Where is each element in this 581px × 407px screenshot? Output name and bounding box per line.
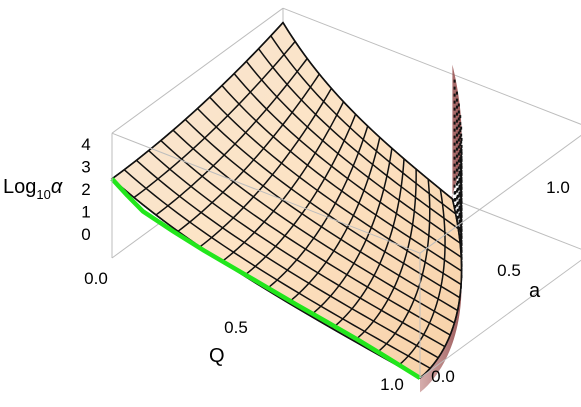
x-tick-label: 0.0 bbox=[84, 269, 108, 288]
x-axis-ticks: 0.0 0.5 1.0 bbox=[84, 269, 404, 394]
z-axis-ticks: 0 1 2 3 4 bbox=[81, 135, 90, 244]
highlight-line bbox=[110, 177, 422, 380]
box-edge bbox=[419, 259, 581, 379]
box-edge bbox=[111, 7, 284, 134]
surface-gridline-q bbox=[221, 101, 345, 263]
surface-gridline-q bbox=[133, 40, 296, 199]
box-edge bbox=[419, 134, 581, 254]
surface bbox=[110, 21, 463, 379]
y-tick-label: 0.0 bbox=[431, 367, 455, 386]
surface-gridline-q bbox=[243, 113, 357, 277]
z-tick-label: 0 bbox=[81, 225, 90, 244]
box-edge bbox=[282, 7, 581, 125]
z-tick-label: 4 bbox=[81, 135, 90, 154]
surface-gridline-q bbox=[419, 198, 463, 379]
surface-gridline-q bbox=[177, 73, 320, 232]
y-axis-label: a bbox=[529, 280, 541, 302]
z-axis-label-main: Log bbox=[3, 176, 36, 198]
surface-gridline-q bbox=[265, 125, 369, 290]
z-axis-label: Log10α bbox=[3, 176, 63, 202]
surface-fill bbox=[110, 21, 463, 379]
surface-gridline-q bbox=[353, 169, 417, 342]
surface-gridline-q bbox=[199, 88, 333, 248]
z-tick-label: 1 bbox=[81, 203, 90, 222]
y-axis-ticks: 0.0 0.5 1.0 bbox=[431, 178, 570, 386]
surface-gridline-q bbox=[155, 58, 308, 216]
surface-gridline-q bbox=[287, 137, 381, 304]
box-edge bbox=[111, 132, 421, 254]
highlight-curve bbox=[110, 177, 422, 380]
y-tick-label: 0.5 bbox=[497, 261, 521, 280]
x-tick-label: 0.5 bbox=[224, 318, 248, 337]
box-front-edges bbox=[111, 132, 581, 379]
surface-gridline-q bbox=[331, 158, 405, 330]
z-tick-label: 2 bbox=[81, 180, 90, 199]
z-tick-label: 3 bbox=[81, 158, 90, 177]
z-axis-label-sub: 10 bbox=[36, 187, 50, 202]
z-axis-label-sym: α bbox=[51, 176, 63, 198]
surface-gridline-q bbox=[309, 148, 393, 317]
x-axis-label: Q bbox=[209, 345, 225, 367]
surface-gridline-q bbox=[375, 179, 431, 354]
surface-gridline-q bbox=[397, 188, 446, 367]
y-tick-label: 1.0 bbox=[546, 178, 570, 197]
x-tick-label: 1.0 bbox=[380, 375, 404, 394]
surface-gridline-q bbox=[111, 22, 284, 180]
